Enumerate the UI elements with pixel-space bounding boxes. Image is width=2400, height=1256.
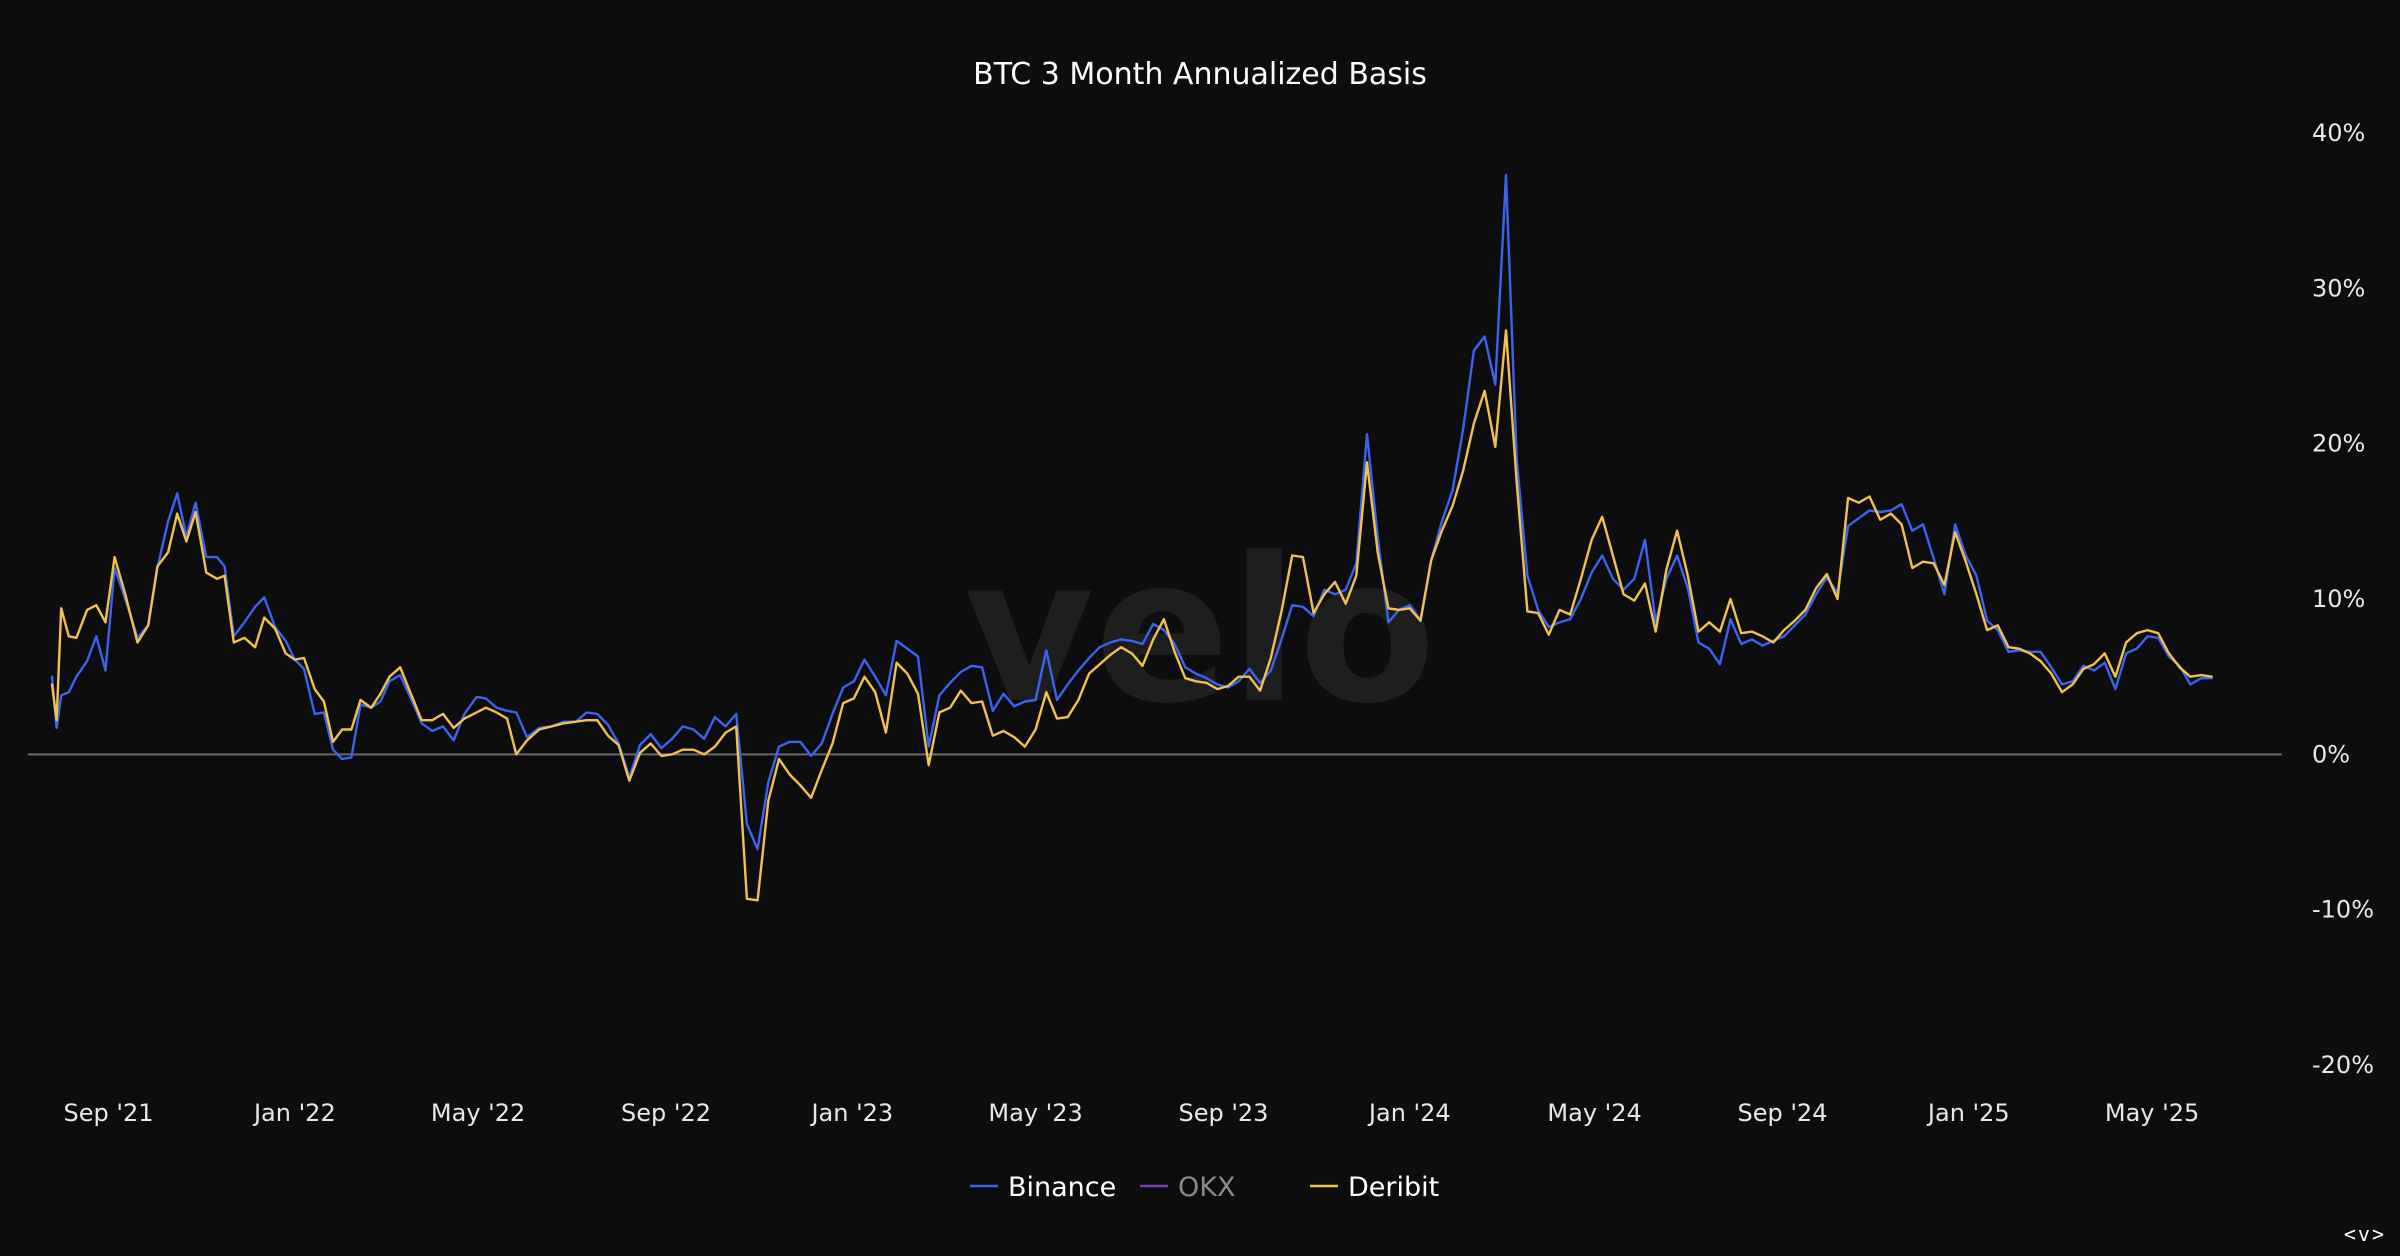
expand-collapse-icon[interactable]: <v> bbox=[2343, 1222, 2386, 1246]
x-tick-label: May '25 bbox=[2105, 1099, 2199, 1127]
x-tick-label: Sep '24 bbox=[1737, 1099, 1827, 1127]
y-tick-label: 30% bbox=[2312, 274, 2365, 302]
y-tick-label: 40% bbox=[2312, 119, 2365, 147]
x-axis: Sep '21 Jan '22 May '22 Sep '22 Jan '23 May '… bbox=[64, 1099, 2200, 1127]
series-line-binance bbox=[50, 173, 2213, 851]
y-tick-label: -20% bbox=[2312, 1051, 2374, 1079]
legend-item-binance[interactable]: Binance bbox=[970, 1172, 1116, 1203]
legend-item-okx[interactable]: OKX bbox=[1140, 1172, 1235, 1203]
legend-item-deribit[interactable]: Deribit bbox=[1310, 1172, 1439, 1203]
y-axis: 40% 30% 20% 10% 0% -10% -20% bbox=[2312, 119, 2374, 1079]
legend-label: Deribit bbox=[1348, 1172, 1439, 1203]
x-tick-label: Sep '22 bbox=[621, 1099, 711, 1127]
x-tick-label: Jan '22 bbox=[252, 1099, 336, 1127]
legend-label: Binance bbox=[1008, 1172, 1116, 1203]
legend[interactable]: Binance OKX Deribit bbox=[970, 1172, 1439, 1203]
x-tick-label: May '23 bbox=[988, 1099, 1082, 1127]
x-tick-label: Jan '24 bbox=[1367, 1099, 1451, 1127]
series-line-deribit bbox=[50, 329, 2213, 902]
legend-label: OKX bbox=[1178, 1172, 1235, 1203]
watermark: velo bbox=[964, 515, 1436, 748]
series-layer bbox=[50, 173, 2213, 902]
x-tick-label: Jan '25 bbox=[1926, 1099, 2010, 1127]
y-tick-label: 0% bbox=[2312, 740, 2350, 768]
y-tick-label: 10% bbox=[2312, 585, 2365, 613]
chart-title: BTC 3 Month Annualized Basis bbox=[973, 57, 1427, 92]
x-tick-label: Sep '23 bbox=[1178, 1099, 1268, 1127]
x-tick-label: Sep '21 bbox=[64, 1099, 154, 1127]
x-tick-label: Jan '23 bbox=[809, 1099, 893, 1127]
y-tick-label: 20% bbox=[2312, 430, 2365, 458]
y-tick-label: -10% bbox=[2312, 896, 2374, 924]
x-tick-label: May '24 bbox=[1547, 1099, 1641, 1127]
x-tick-label: May '22 bbox=[431, 1099, 525, 1127]
